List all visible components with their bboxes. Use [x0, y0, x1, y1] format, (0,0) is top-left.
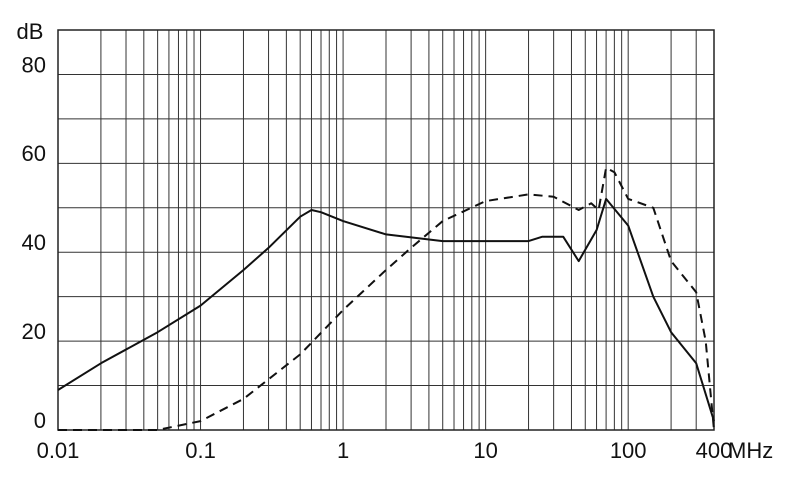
- x-tick-label: 0.1: [185, 438, 216, 463]
- x-tick-label: 100: [610, 438, 647, 463]
- y-tick-label: 60: [22, 141, 46, 166]
- x-tick-label: 1: [337, 438, 349, 463]
- x-axis-label: MHz: [728, 438, 773, 463]
- y-tick-label: 20: [22, 319, 46, 344]
- x-tick-label: 10: [473, 438, 497, 463]
- y-tick-label: 0: [34, 408, 46, 433]
- y-tick-label: 80: [22, 52, 46, 77]
- data-line: [57, 197, 715, 422]
- plot-frame: [57, 29, 715, 431]
- y-axis-label: dB: [17, 19, 44, 44]
- x-tick-label: 400: [696, 438, 733, 463]
- y-tick-label: 40: [22, 230, 46, 255]
- x-tick-label: 0.01: [37, 438, 80, 463]
- data-line: [58, 166, 715, 431]
